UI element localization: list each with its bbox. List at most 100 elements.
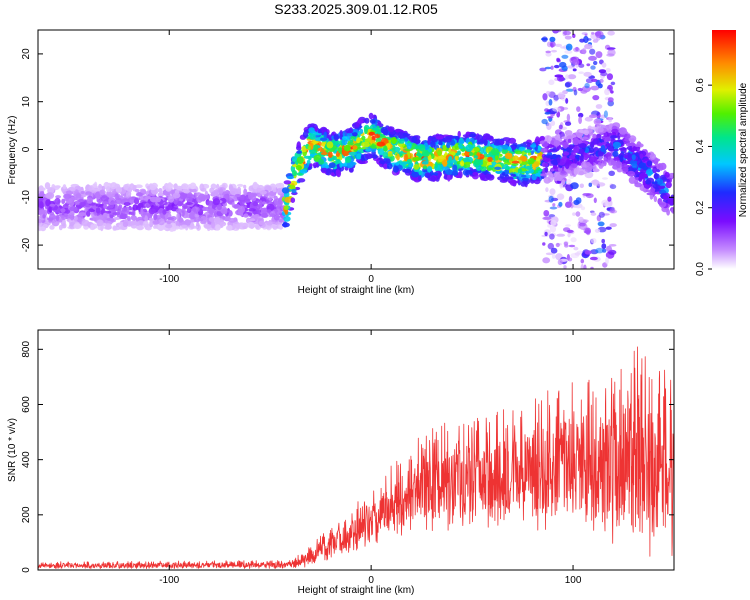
heat-cell [237, 205, 246, 214]
heat-cell [70, 199, 75, 206]
heat-cell [243, 184, 247, 189]
heat-cell [327, 156, 333, 162]
heat-cell [402, 132, 408, 137]
heat-cell [558, 124, 563, 130]
heat-cell [55, 195, 61, 199]
heat-cell [227, 224, 233, 231]
heat-cell [561, 179, 566, 186]
colorbar-label: Normalized spectral amplitude [738, 82, 749, 217]
heat-cell [584, 116, 593, 122]
heat-cell [92, 183, 97, 188]
heat-cell [266, 221, 273, 226]
heat-cell [290, 197, 296, 203]
heat-cell [584, 82, 590, 89]
heat-cell [530, 144, 537, 148]
heat-cell [157, 218, 165, 226]
heat-cell [95, 215, 104, 220]
heat-cell [399, 146, 404, 151]
heat-cell [634, 144, 641, 148]
heat-cell [476, 134, 484, 142]
heat-cell [308, 127, 315, 134]
heat-cell [273, 214, 280, 221]
heat-cell [290, 161, 295, 165]
heat-cell [339, 130, 343, 136]
heat-cell [273, 198, 283, 206]
heat-cell [442, 144, 447, 151]
heat-cell [565, 224, 571, 227]
heat-cell [578, 71, 584, 74]
heat-cell [551, 253, 556, 259]
heat-cell [404, 148, 413, 152]
heat-cell [355, 122, 360, 127]
heat-cell [590, 141, 595, 149]
heat-cell [615, 161, 623, 169]
heat-cell [573, 146, 580, 154]
heat-cell [248, 192, 254, 200]
heat-cell [603, 132, 608, 138]
heat-cell [522, 177, 529, 181]
heat-cell [460, 160, 465, 167]
heat-cell [597, 83, 603, 89]
heat-cell [55, 214, 60, 222]
heat-cell [581, 130, 588, 134]
heat-cell [582, 193, 591, 196]
heat-cell [573, 168, 578, 176]
heat-cell [406, 143, 412, 150]
heat-cell [568, 196, 573, 203]
heat-cell [114, 193, 119, 201]
heat-cell [145, 196, 152, 200]
heat-cell [601, 243, 607, 250]
heat-cell [553, 94, 559, 101]
heat-cell [418, 175, 422, 182]
heat-cell [522, 141, 530, 145]
heat-cell [95, 203, 103, 208]
heat-cell [568, 244, 576, 248]
heat-cell [404, 137, 408, 142]
heat-cell [347, 142, 354, 146]
heat-cell [573, 246, 579, 251]
y-tick-label: 10 [21, 96, 32, 108]
heat-cell [333, 133, 339, 141]
heat-cell [310, 123, 316, 127]
heat-cell [589, 114, 598, 119]
heat-cell [109, 201, 118, 205]
heat-cell [465, 169, 473, 175]
heat-cell [112, 225, 121, 231]
heat-cell [658, 202, 665, 206]
heat-cell [361, 135, 366, 141]
heat-cell [115, 186, 123, 194]
heat-cell [411, 136, 418, 143]
heat-cell [602, 248, 607, 253]
heat-cell [38, 218, 42, 224]
heat-cell [563, 30, 571, 36]
heat-cell [112, 217, 121, 220]
y-tick-label: 400 [21, 451, 32, 468]
heat-cell [446, 163, 451, 167]
heat-cell [555, 242, 560, 248]
heat-cell [377, 121, 382, 125]
heat-cell [639, 153, 644, 159]
chart-title: S233.2025.309.01.12.R05 [274, 1, 438, 17]
heat-cell [200, 196, 206, 202]
y-tick-label: 20 [21, 48, 32, 60]
heat-cell [541, 36, 548, 43]
heat-cell [212, 198, 220, 206]
heat-cell [584, 43, 593, 50]
heat-cell [393, 146, 401, 152]
heat-cell [349, 139, 354, 143]
heat-cell [200, 188, 207, 192]
heat-cell [368, 112, 374, 120]
heat-cell [152, 220, 160, 225]
heat-cell [563, 151, 570, 156]
heat-cell [296, 156, 304, 164]
heat-cell [552, 30, 562, 33]
heat-cell [612, 141, 622, 149]
heat-cell [572, 212, 576, 216]
heat-cell [369, 139, 376, 144]
heat-cell [465, 144, 474, 152]
heat-cell [570, 182, 579, 190]
heat-cell [666, 178, 670, 183]
heat-cell [590, 266, 594, 269]
heat-cell [567, 138, 572, 143]
heat-cell [348, 167, 354, 173]
